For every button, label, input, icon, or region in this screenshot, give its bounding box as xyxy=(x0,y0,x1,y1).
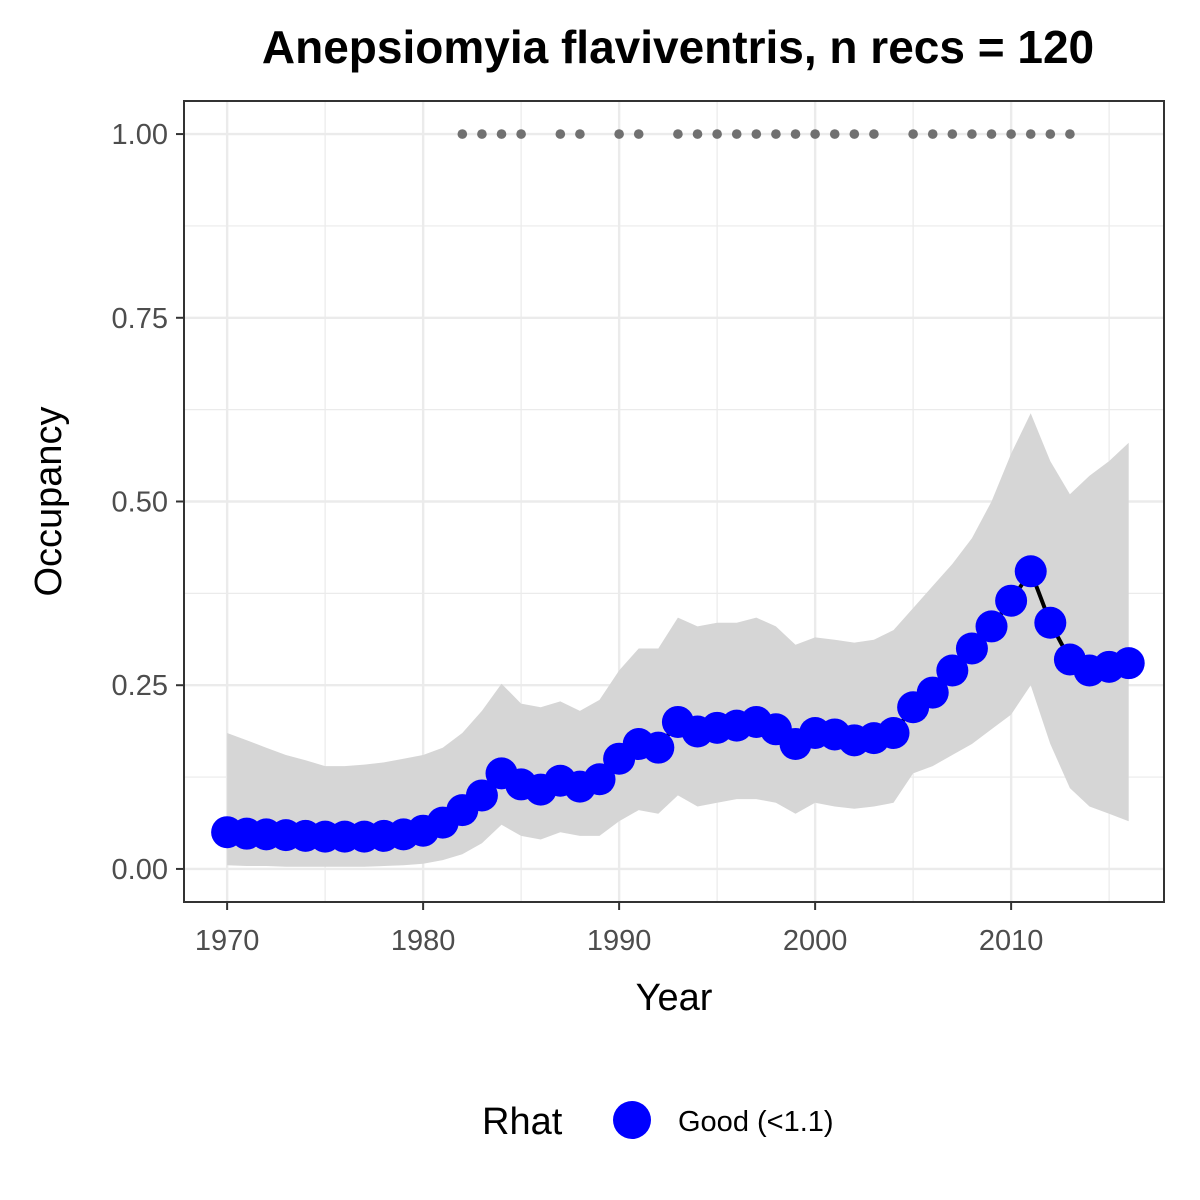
record-marker xyxy=(790,129,801,139)
record-marker xyxy=(947,129,958,139)
credible-interval-band xyxy=(227,413,1129,867)
record-marker xyxy=(712,129,722,139)
data-point xyxy=(995,584,1028,617)
record-marker xyxy=(457,129,468,139)
x-tick-label: 2000 xyxy=(783,925,848,957)
x-tick-label: 2010 xyxy=(979,925,1044,957)
credible-interval xyxy=(227,413,1129,867)
legend-swatch xyxy=(613,1101,651,1139)
record-marker xyxy=(496,129,507,139)
record-marker xyxy=(516,129,526,139)
record-marker xyxy=(1045,129,1056,139)
data-point xyxy=(465,779,498,812)
legend-title: Rhat xyxy=(482,1101,563,1143)
data-point xyxy=(936,654,969,687)
record-marker xyxy=(1025,129,1036,139)
legend: Rhat Good (<1.1) xyxy=(482,1101,834,1143)
y-tick-label: 1.00 xyxy=(112,119,168,151)
record-marker xyxy=(908,129,918,139)
axes: 0.00 0.25 0.50 0.75 1.00 1970 1980 1990 2000 2010 xyxy=(112,119,1044,957)
record-marker xyxy=(751,129,762,139)
legend-label: Good (<1.1) xyxy=(678,1106,834,1138)
y-tick-label: 0.00 xyxy=(112,854,168,886)
data-point xyxy=(955,632,988,665)
y-tick-label: 0.75 xyxy=(112,303,168,335)
data-point xyxy=(1014,555,1047,588)
record-marker xyxy=(1006,129,1016,139)
record-marker xyxy=(555,129,566,139)
x-tick-label: 1980 xyxy=(391,925,456,957)
record-marker xyxy=(477,129,487,139)
record-marker xyxy=(673,129,683,139)
record-marker xyxy=(771,129,781,139)
y-tick-label: 0.25 xyxy=(112,670,168,702)
y-axis-title: Occupancy xyxy=(28,406,70,596)
x-tick-label: 1990 xyxy=(587,925,652,957)
record-marker xyxy=(575,129,585,139)
data-point xyxy=(1034,606,1067,639)
record-marker xyxy=(986,129,997,139)
record-marker xyxy=(967,129,977,139)
record-marker xyxy=(614,129,624,139)
data-point xyxy=(1112,647,1145,680)
x-tick-label: 1970 xyxy=(195,925,260,957)
record-marker xyxy=(633,129,644,139)
record-marker xyxy=(927,129,938,139)
x-axis-title: Year xyxy=(636,977,713,1019)
record-marker xyxy=(829,129,840,139)
data-point xyxy=(583,763,616,796)
record-marker xyxy=(869,129,879,139)
record-markers xyxy=(457,129,1075,139)
record-marker xyxy=(1065,129,1075,139)
record-marker xyxy=(731,129,742,139)
record-marker xyxy=(849,129,860,139)
data-point xyxy=(916,676,949,709)
chart-title: Anepsiomyia flaviventris, n recs = 120 xyxy=(262,21,1094,73)
record-marker xyxy=(692,129,703,139)
record-marker xyxy=(810,129,820,139)
data-point xyxy=(642,731,675,764)
occupancy-points xyxy=(211,555,1145,853)
data-point xyxy=(975,610,1008,643)
data-point xyxy=(877,716,910,749)
y-tick-label: 0.50 xyxy=(112,487,168,519)
